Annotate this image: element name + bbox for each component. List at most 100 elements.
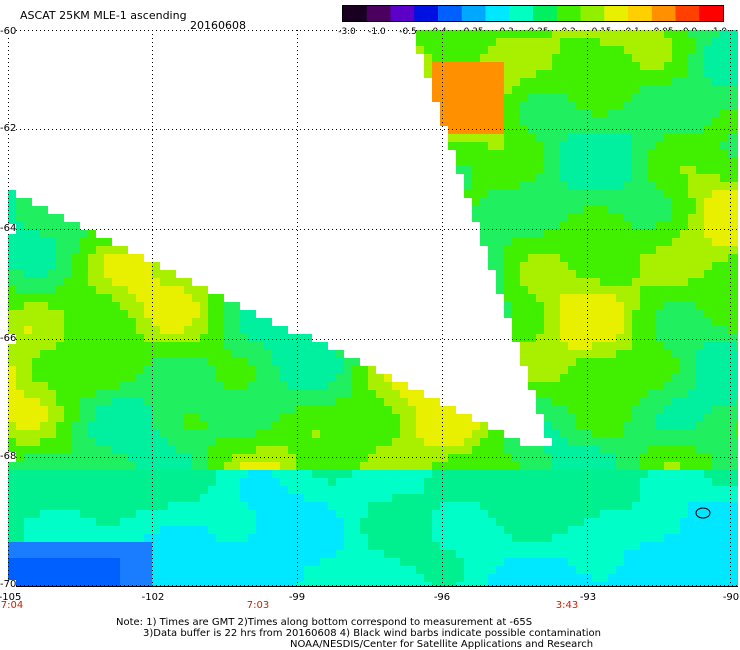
data-cell (592, 134, 600, 142)
data-cell (728, 286, 736, 294)
data-cell (664, 558, 672, 566)
data-cell (368, 502, 376, 510)
data-cell (536, 326, 544, 334)
data-cell (200, 350, 208, 358)
data-cell (480, 550, 488, 558)
data-cell (592, 510, 600, 518)
data-cell (368, 582, 376, 587)
data-cell (216, 366, 224, 374)
data-cell (592, 462, 600, 470)
data-cell (672, 566, 680, 574)
data-cell (736, 278, 738, 286)
data-cell (272, 326, 280, 334)
data-cell (72, 254, 80, 262)
data-cell (728, 118, 736, 126)
data-cell (216, 382, 224, 390)
data-cell (296, 334, 304, 342)
data-cell (576, 398, 584, 406)
data-cell (80, 574, 88, 582)
data-cell (664, 414, 672, 422)
data-cell (680, 414, 688, 422)
data-cell (560, 406, 568, 414)
data-cell (672, 374, 680, 382)
data-cell (288, 510, 296, 518)
data-cell (128, 374, 136, 382)
data-cell (392, 478, 400, 486)
data-cell (576, 518, 584, 526)
data-cell (296, 542, 304, 550)
colorbar-swatch (390, 6, 415, 21)
data-cell (544, 422, 552, 430)
data-cell (672, 574, 680, 582)
data-cell (648, 326, 656, 334)
data-cell (200, 558, 208, 566)
data-cell (40, 270, 48, 278)
data-cell (608, 118, 616, 126)
data-cell (152, 438, 160, 446)
data-cell (504, 46, 512, 54)
data-cell (496, 46, 504, 54)
data-cell (640, 150, 648, 158)
data-cell (24, 574, 32, 582)
data-cell (536, 302, 544, 310)
data-cell (48, 406, 56, 414)
data-cell (672, 350, 680, 358)
data-cell (704, 78, 712, 86)
data-cell (80, 342, 88, 350)
data-cell (608, 30, 616, 38)
data-cell (96, 302, 104, 310)
data-cell (8, 398, 16, 406)
data-cell (440, 422, 448, 430)
data-cell (536, 278, 544, 286)
data-cell (216, 502, 224, 510)
data-cell (48, 310, 56, 318)
data-cell (648, 510, 656, 518)
data-cell (352, 430, 360, 438)
colorbar-swatch (628, 6, 653, 21)
data-cell (552, 526, 560, 534)
data-cell (544, 54, 552, 62)
data-cell (176, 326, 184, 334)
data-cell (704, 358, 712, 366)
data-cell (104, 558, 112, 566)
data-cell (536, 446, 544, 454)
data-cell (648, 446, 656, 454)
data-cell (256, 574, 264, 582)
data-cell (616, 390, 624, 398)
data-cell (344, 582, 352, 587)
data-cell (384, 518, 392, 526)
data-cell (400, 382, 408, 390)
data-cell (488, 206, 496, 214)
data-cell (144, 374, 152, 382)
data-cell (16, 582, 24, 587)
data-cell (200, 550, 208, 558)
data-cell (576, 150, 584, 158)
data-cell (456, 502, 464, 510)
data-cell (592, 150, 600, 158)
data-cell (232, 382, 240, 390)
data-cell (544, 174, 552, 182)
data-cell (488, 566, 496, 574)
data-cell (112, 390, 120, 398)
data-cell (536, 286, 544, 294)
data-cell (512, 318, 520, 326)
data-cell (280, 582, 288, 587)
data-cell (192, 566, 200, 574)
data-cell (728, 534, 736, 542)
data-cell (664, 270, 672, 278)
data-cell (576, 182, 584, 190)
data-cell (16, 342, 24, 350)
data-cell (216, 566, 224, 574)
data-cell (576, 302, 584, 310)
data-cell (72, 414, 80, 422)
data-cell (88, 246, 96, 254)
data-cell (344, 470, 352, 478)
data-cell (448, 38, 456, 46)
data-cell (592, 566, 600, 574)
data-cell (680, 254, 688, 262)
data-cell (144, 366, 152, 374)
data-cell (552, 286, 560, 294)
data-cell (112, 446, 120, 454)
data-cell (544, 62, 552, 70)
data-cell (160, 438, 168, 446)
